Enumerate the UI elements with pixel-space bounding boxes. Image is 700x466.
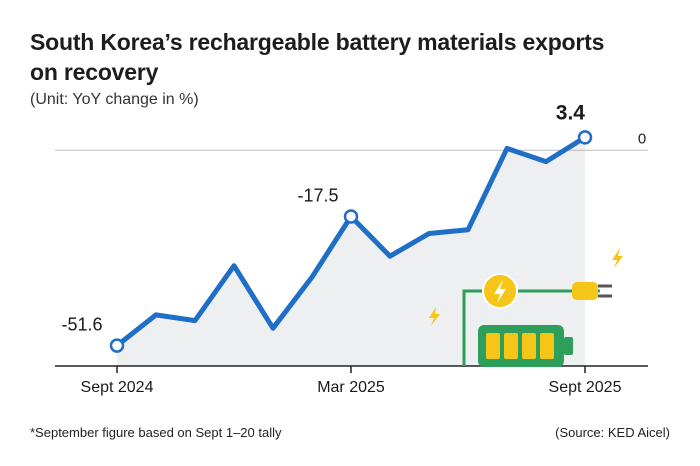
bolt-icon (494, 280, 506, 303)
x-tick-label: Mar 2025 (317, 379, 385, 396)
battery-cell-icon (522, 333, 536, 359)
chart-title: South Korea’s rechargeable battery mater… (30, 29, 605, 85)
data-label: -51.6 (61, 315, 102, 335)
chart-subtitle: (Unit: YoY change in %) (30, 91, 199, 108)
data-points (109, 130, 593, 353)
battery-illustration (429, 248, 623, 367)
data-labels: -51.6 -17.5 3.4 (61, 101, 585, 334)
x-tick-label: Sept 2025 (549, 379, 622, 396)
footnote: *September figure based on Sept 1–20 tal… (30, 425, 282, 440)
area-fill (117, 137, 585, 366)
spark-icon (612, 248, 623, 268)
battery-terminal-icon (564, 337, 573, 355)
x-tick-label: Sept 2024 (81, 379, 154, 396)
data-point (577, 130, 593, 145)
data-label: -17.5 (297, 186, 338, 206)
x-tick-labels: Sept 2024 Mar 2025 Sept 2025 (81, 379, 622, 396)
cable-line (462, 289, 600, 366)
battery-cell-icon (486, 333, 500, 359)
spark-icon (429, 307, 440, 326)
x-axis-ticks (116, 366, 586, 373)
data-point (109, 338, 125, 353)
plug-icon (572, 282, 598, 300)
source-note: (Source: KED Aicel) (555, 425, 670, 440)
battery-cell-icon (540, 333, 554, 359)
data-point (343, 209, 359, 224)
zero-reference-label: 0 (638, 130, 646, 147)
data-label: 3.4 (556, 101, 586, 124)
battery-cell-icon (504, 333, 518, 359)
